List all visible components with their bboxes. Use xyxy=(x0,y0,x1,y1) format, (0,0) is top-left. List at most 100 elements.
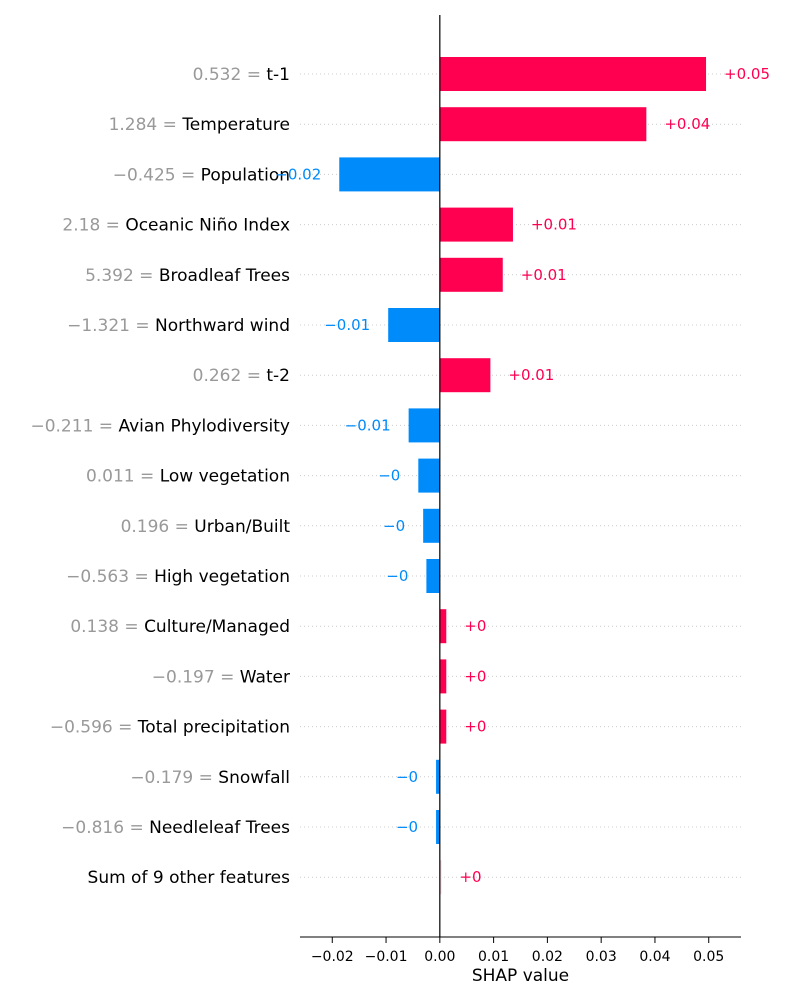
bar-value-label: +0.01 xyxy=(521,266,567,284)
bar-value-label: +0.05 xyxy=(724,65,770,83)
feature-value: −0.211 = xyxy=(30,416,118,436)
feature-name: Temperature xyxy=(181,115,290,135)
bar-value-label: −0.01 xyxy=(324,316,370,334)
feature-value: −0.197 = xyxy=(152,667,240,687)
x-axis: −0.02 −0.01 0.00 0.01 0.02 0.03 0.04 0.05 xyxy=(300,936,741,965)
feature-name: Water xyxy=(240,667,290,687)
x-tick-label: 0.05 xyxy=(693,949,724,965)
bar-needleleaf-trees xyxy=(436,810,440,844)
feature-label: 0.196 = Urban/Built xyxy=(121,517,291,537)
feature-label: 2.18 = Oceanic Niño Index xyxy=(62,216,290,236)
feature-value: 2.18 = xyxy=(62,216,125,236)
bar-value-label: −0 xyxy=(396,818,418,836)
feature-name: High vegetation xyxy=(154,567,290,587)
feature-value: 5.392 = xyxy=(85,266,159,286)
feature-name: Total precipitation xyxy=(137,718,290,738)
feature-label: 0.532 = t-1 xyxy=(193,65,290,85)
x-tick-label: 0.03 xyxy=(586,949,617,965)
feature-value: 0.011 = xyxy=(86,467,160,487)
feature-label: 0.262 = t-2 xyxy=(193,366,290,386)
bar-snowfall xyxy=(436,759,440,794)
feature-value: −0.596 = xyxy=(50,718,138,738)
feature-labels: 0.532 = t-1 1.284 = Temperature −0.425 = P… xyxy=(30,65,290,888)
x-ticks: −0.02 −0.01 0.00 0.01 0.02 0.03 0.04 0.05 xyxy=(311,937,724,965)
bar-low-vegetation xyxy=(418,458,440,493)
x-tick-label: 0.04 xyxy=(639,949,670,965)
feature-label: 1.284 = Temperature xyxy=(109,115,290,135)
bar-t-1 xyxy=(439,57,707,91)
bar-value-label: −0 xyxy=(378,467,400,485)
x-tick-label: 0.00 xyxy=(424,949,455,965)
bar-value-label: −0.01 xyxy=(345,416,391,434)
bar-temperature xyxy=(439,107,647,142)
feature-name: Avian Phylodiversity xyxy=(118,416,290,436)
x-tick-label: 0.02 xyxy=(532,949,563,965)
feature-name: Urban/Built xyxy=(194,517,290,537)
feature-label: −0.425 = Population xyxy=(113,165,290,185)
feature-label: −0.179 = Snowfall xyxy=(130,768,290,788)
bar-value-label: −0 xyxy=(383,517,405,535)
feature-value: −0.179 = xyxy=(130,768,218,788)
feature-name: Sum of 9 other features xyxy=(88,868,291,888)
x-tick-label: −0.02 xyxy=(311,949,354,965)
bar-broadleaf-trees xyxy=(439,257,503,292)
feature-value: 1.284 = xyxy=(109,115,183,135)
bar-value-label: −0 xyxy=(386,567,408,585)
bars xyxy=(339,57,707,895)
bar-value-label: +0.04 xyxy=(664,115,710,133)
feature-name: Population xyxy=(201,165,290,185)
bar-value-label: +0 xyxy=(464,667,486,685)
bar-total-precipitation xyxy=(439,709,447,744)
bar-value-labels: +0.05 +0.04 −0.02 +0.01 +0.01 −0.01 +0.01 −0.01… xyxy=(275,65,770,886)
feature-label: −0.816 = Needleleaf Trees xyxy=(61,818,290,838)
bar-value-label: +0 xyxy=(459,868,481,886)
feature-name: Snowfall xyxy=(218,768,290,788)
feature-label: −0.211 = Avian Phylodiversity xyxy=(30,416,290,436)
feature-label: −0.197 = Water xyxy=(152,667,290,687)
bar-culture-managed xyxy=(439,609,447,644)
feature-name: Needleleaf Trees xyxy=(149,818,290,838)
x-tick-label: 0.01 xyxy=(478,949,509,965)
bar-avian-phylodiversity xyxy=(408,408,440,443)
feature-name: t-2 xyxy=(266,366,290,386)
bar-t-2 xyxy=(439,358,491,393)
bar-value-label: +0.01 xyxy=(531,216,577,234)
feature-label: −0.563 = High vegetation xyxy=(66,567,290,587)
feature-label: −1.321 = Northward wind xyxy=(67,316,290,336)
feature-name: Low vegetation xyxy=(160,467,290,487)
bar-value-label: +0.01 xyxy=(508,366,554,384)
bar-population xyxy=(339,157,440,192)
feature-name: Northward wind xyxy=(155,316,290,336)
bar-sum-of-9-other-features xyxy=(439,860,442,895)
bar-high-vegetation xyxy=(426,559,440,593)
feature-label: 0.011 = Low vegetation xyxy=(86,467,290,487)
feature-value: 0.262 = xyxy=(193,366,267,386)
feature-name: Culture/Managed xyxy=(144,617,290,637)
feature-value: 0.196 = xyxy=(121,517,195,537)
feature-label: −0.596 = Total precipitation xyxy=(50,718,290,738)
x-axis-title: SHAP value xyxy=(472,966,569,986)
feature-label: 5.392 = Broadleaf Trees xyxy=(85,266,290,286)
feature-label: 0.138 = Culture/Managed xyxy=(70,617,290,637)
bar-oceanic-ni-o-index xyxy=(439,207,513,242)
feature-value: 0.532 = xyxy=(193,65,267,85)
feature-value: −0.425 = xyxy=(113,165,201,185)
feature-label: Sum of 9 other features xyxy=(88,868,291,888)
feature-value: −0.816 = xyxy=(61,818,149,838)
bar-value-label: +0 xyxy=(464,718,486,736)
feature-value: −0.563 = xyxy=(66,567,154,587)
feature-value: −1.321 = xyxy=(67,316,155,336)
bar-water xyxy=(439,659,447,694)
feature-value: 0.138 = xyxy=(70,617,144,637)
x-tick-label: −0.01 xyxy=(365,949,408,965)
feature-name: Oceanic Niño Index xyxy=(125,216,290,236)
bar-value-label: −0 xyxy=(396,768,418,786)
bar-northward-wind xyxy=(388,308,440,342)
grid-lines xyxy=(300,73,741,878)
bar-value-label: −0.02 xyxy=(275,165,321,183)
feature-name: t-1 xyxy=(266,65,290,85)
feature-name: Broadleaf Trees xyxy=(159,266,290,286)
bar-urban-built xyxy=(423,508,440,543)
bar-value-label: +0 xyxy=(464,617,486,635)
